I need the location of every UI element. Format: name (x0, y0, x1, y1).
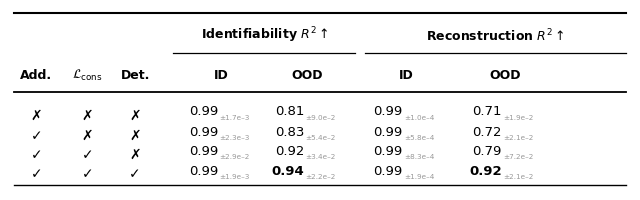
Text: 0.72: 0.72 (472, 126, 502, 139)
Text: 0.92: 0.92 (275, 145, 304, 158)
Text: ±2.3e–3: ±2.3e–3 (220, 135, 250, 141)
Text: ±3.4e–2: ±3.4e–2 (305, 154, 336, 160)
Text: ±9.0e–2: ±9.0e–2 (305, 115, 336, 121)
Text: ID: ID (214, 69, 228, 82)
Text: 0.79: 0.79 (472, 145, 502, 158)
Text: Add.: Add. (20, 69, 52, 82)
Text: ✓: ✓ (82, 148, 93, 162)
Text: 0.71: 0.71 (472, 105, 502, 118)
Text: Identifiability $R^2$$\uparrow$: Identifiability $R^2$$\uparrow$ (200, 26, 328, 45)
Text: 0.99: 0.99 (374, 165, 403, 178)
Text: ✓: ✓ (129, 168, 141, 182)
Text: ±2.9e–2: ±2.9e–2 (220, 154, 250, 160)
Text: ±8.3e–4: ±8.3e–4 (404, 154, 435, 160)
Text: ±5.4e–2: ±5.4e–2 (305, 135, 336, 141)
Text: Reconstruction $R^2$$\uparrow$: Reconstruction $R^2$$\uparrow$ (426, 27, 564, 44)
Text: ✓: ✓ (31, 129, 42, 143)
Text: ±1.0e–4: ±1.0e–4 (404, 115, 435, 121)
Text: ✗: ✗ (129, 108, 141, 122)
Text: ID: ID (399, 69, 413, 82)
Text: ✓: ✓ (31, 168, 42, 182)
Text: ±2.1e–2: ±2.1e–2 (503, 135, 533, 141)
Text: 0.99: 0.99 (189, 126, 218, 139)
Text: ±7.2e–2: ±7.2e–2 (503, 154, 533, 160)
Text: ✗: ✗ (129, 129, 141, 143)
Text: ✓: ✓ (82, 168, 93, 182)
Text: 0.99: 0.99 (374, 145, 403, 158)
Text: ✗: ✗ (31, 108, 42, 122)
Text: ✓: ✓ (31, 148, 42, 162)
Text: ±1.7e–3: ±1.7e–3 (220, 115, 250, 121)
Text: ±5.8e–4: ±5.8e–4 (404, 135, 435, 141)
Text: $\mathcal{L}_{\mathrm{cons}}$: $\mathcal{L}_{\mathrm{cons}}$ (72, 68, 103, 83)
Text: ✗: ✗ (82, 108, 93, 122)
Text: 0.99: 0.99 (189, 105, 218, 118)
Text: OOD: OOD (291, 69, 323, 82)
Text: 0.94: 0.94 (271, 165, 304, 178)
Text: ±2.2e–2: ±2.2e–2 (305, 174, 336, 180)
Text: 0.99: 0.99 (374, 105, 403, 118)
Text: 0.99: 0.99 (189, 165, 218, 178)
Text: ✗: ✗ (82, 129, 93, 143)
Text: ±1.9e–3: ±1.9e–3 (220, 174, 250, 180)
Text: 0.81: 0.81 (275, 105, 304, 118)
Text: Det.: Det. (120, 69, 150, 82)
Text: 0.83: 0.83 (275, 126, 304, 139)
Text: ±2.1e–2: ±2.1e–2 (503, 174, 533, 180)
Text: 0.99: 0.99 (374, 126, 403, 139)
Text: OOD: OOD (489, 69, 520, 82)
Text: ±1.9e–2: ±1.9e–2 (503, 115, 533, 121)
Text: 0.92: 0.92 (469, 165, 502, 178)
Text: ✗: ✗ (129, 148, 141, 162)
Text: ±1.9e–4: ±1.9e–4 (404, 174, 435, 180)
Text: 0.99: 0.99 (189, 145, 218, 158)
